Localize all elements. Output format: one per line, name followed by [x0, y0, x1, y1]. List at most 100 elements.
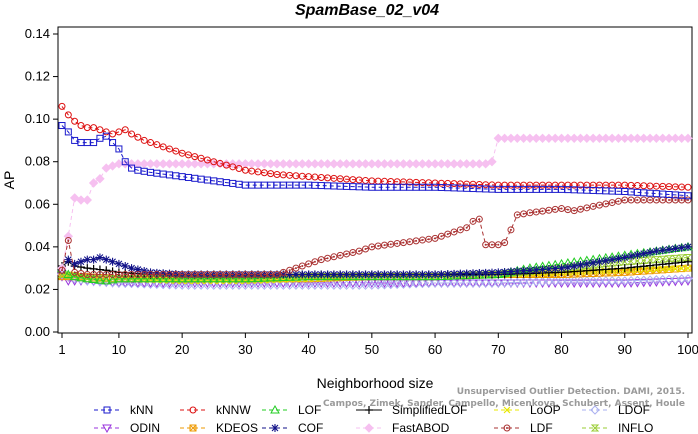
point-ldf: [494, 241, 502, 249]
point-knnw: [191, 153, 199, 161]
point-ldof: [683, 274, 693, 284]
point-ldf-dot: [421, 239, 424, 242]
point-ldf-dot: [61, 269, 63, 272]
point-ldf-dot: [560, 207, 563, 210]
point-fastabod: [164, 159, 175, 169]
point-cof: [323, 270, 332, 279]
point-fastabod: [620, 133, 630, 144]
point-lof: [177, 273, 188, 283]
point-lof: [215, 273, 225, 283]
point-cof: [563, 263, 572, 272]
point-fastabod: [398, 159, 409, 169]
point-ldf-dot: [244, 273, 247, 276]
point-ldof: [398, 279, 409, 289]
legend-marker: [364, 423, 374, 433]
point-odin: [455, 279, 466, 289]
point-odin: [474, 279, 485, 289]
point-inflo: [633, 257, 642, 265]
point-fastabod: [354, 159, 364, 169]
point-ldf-dot: [396, 242, 399, 245]
point-lof: [88, 274, 99, 283]
x-tick-label: 30: [238, 342, 252, 357]
x-tick-label: 1: [58, 342, 65, 357]
point-lof: [151, 273, 162, 283]
point-simplifiedlof: [677, 258, 686, 267]
point-ldf-dot: [231, 273, 234, 276]
point-ldf-dot: [275, 273, 278, 276]
point-ldf-dot: [79, 272, 82, 275]
point-fastabod: [569, 133, 579, 144]
point-knn: [64, 128, 72, 136]
point-ldof: [499, 278, 510, 288]
point-ldf-dot: [680, 199, 683, 202]
point-fastabod: [76, 195, 86, 205]
point-ldof: [424, 278, 434, 288]
point-inflo: [626, 257, 636, 265]
point-lof: [202, 273, 213, 283]
point-inflo: [664, 255, 674, 263]
point-ldf-dot: [516, 213, 519, 216]
series-fastabod: [57, 133, 693, 273]
point-ldof: [651, 275, 662, 285]
point-ldof: [676, 274, 687, 284]
point-cof: [665, 245, 674, 254]
point-ldof: [341, 280, 352, 290]
point-ldf: [475, 215, 483, 223]
y-tick-label: 0.06: [25, 196, 50, 211]
point-fastabod: [487, 157, 497, 167]
series-ldf: [58, 196, 692, 279]
point-knnw: [235, 165, 243, 173]
point-fastabod: [95, 174, 105, 184]
point-simplifiedlof: [665, 259, 674, 268]
point-simplifiedlof: [102, 266, 111, 275]
point-ldf-dot: [655, 199, 658, 202]
point-ldf-dot: [105, 273, 108, 276]
y-axis: 0.00 0.02 0.04 0.06 0.08 0.10 0.12 0.14: [25, 26, 58, 339]
point-ldof: [664, 274, 674, 285]
point-knnw: [71, 117, 79, 125]
point-ldof: [411, 278, 421, 289]
point-simplifiedlof: [646, 261, 655, 270]
point-fastabod: [582, 133, 592, 144]
point-fastabod: [683, 133, 693, 144]
point-ldof: [455, 278, 466, 288]
point-lof: [253, 273, 263, 282]
point-ldf: [602, 200, 610, 208]
legend-item-knnw: kNNW: [180, 403, 251, 417]
point-ldf-dot: [351, 251, 354, 254]
point-knnw: [96, 126, 104, 134]
point-knnw: [203, 156, 211, 164]
point-fastabod: [664, 133, 674, 144]
point-cof: [462, 269, 471, 278]
point-ldof: [461, 278, 472, 288]
point-ldof: [291, 280, 301, 290]
point-ldf-dot: [181, 273, 184, 276]
point-ldf-dot: [554, 208, 557, 211]
point-ldf-dot: [630, 199, 633, 202]
point-ldof: [436, 278, 447, 288]
point-cof: [671, 244, 680, 253]
point-cof: [83, 255, 92, 264]
point-fastabod: [563, 133, 573, 144]
point-cof: [146, 268, 155, 277]
point-ldof: [392, 279, 402, 290]
point-lof: [107, 274, 118, 284]
point-cof: [374, 270, 383, 279]
point-fastabod: [613, 133, 624, 144]
legend-label: SimplifiedLOF: [392, 403, 467, 417]
point-ldf-dot: [143, 273, 146, 276]
point-ldof: [430, 278, 440, 288]
point-ldf-dot: [257, 273, 260, 276]
point-ldf-dot: [345, 252, 348, 255]
y-axis-label: AP: [1, 171, 17, 190]
point-cof: [582, 259, 591, 268]
point-fastabod: [455, 159, 466, 169]
point-fastabod: [417, 159, 428, 169]
point-ldf-dot: [124, 273, 127, 276]
point-ldof: [537, 276, 548, 287]
point-knnw: [115, 128, 123, 136]
point-cof: [279, 270, 288, 279]
y-tick-label: 0.04: [25, 239, 50, 254]
point-fastabod: [152, 159, 162, 169]
